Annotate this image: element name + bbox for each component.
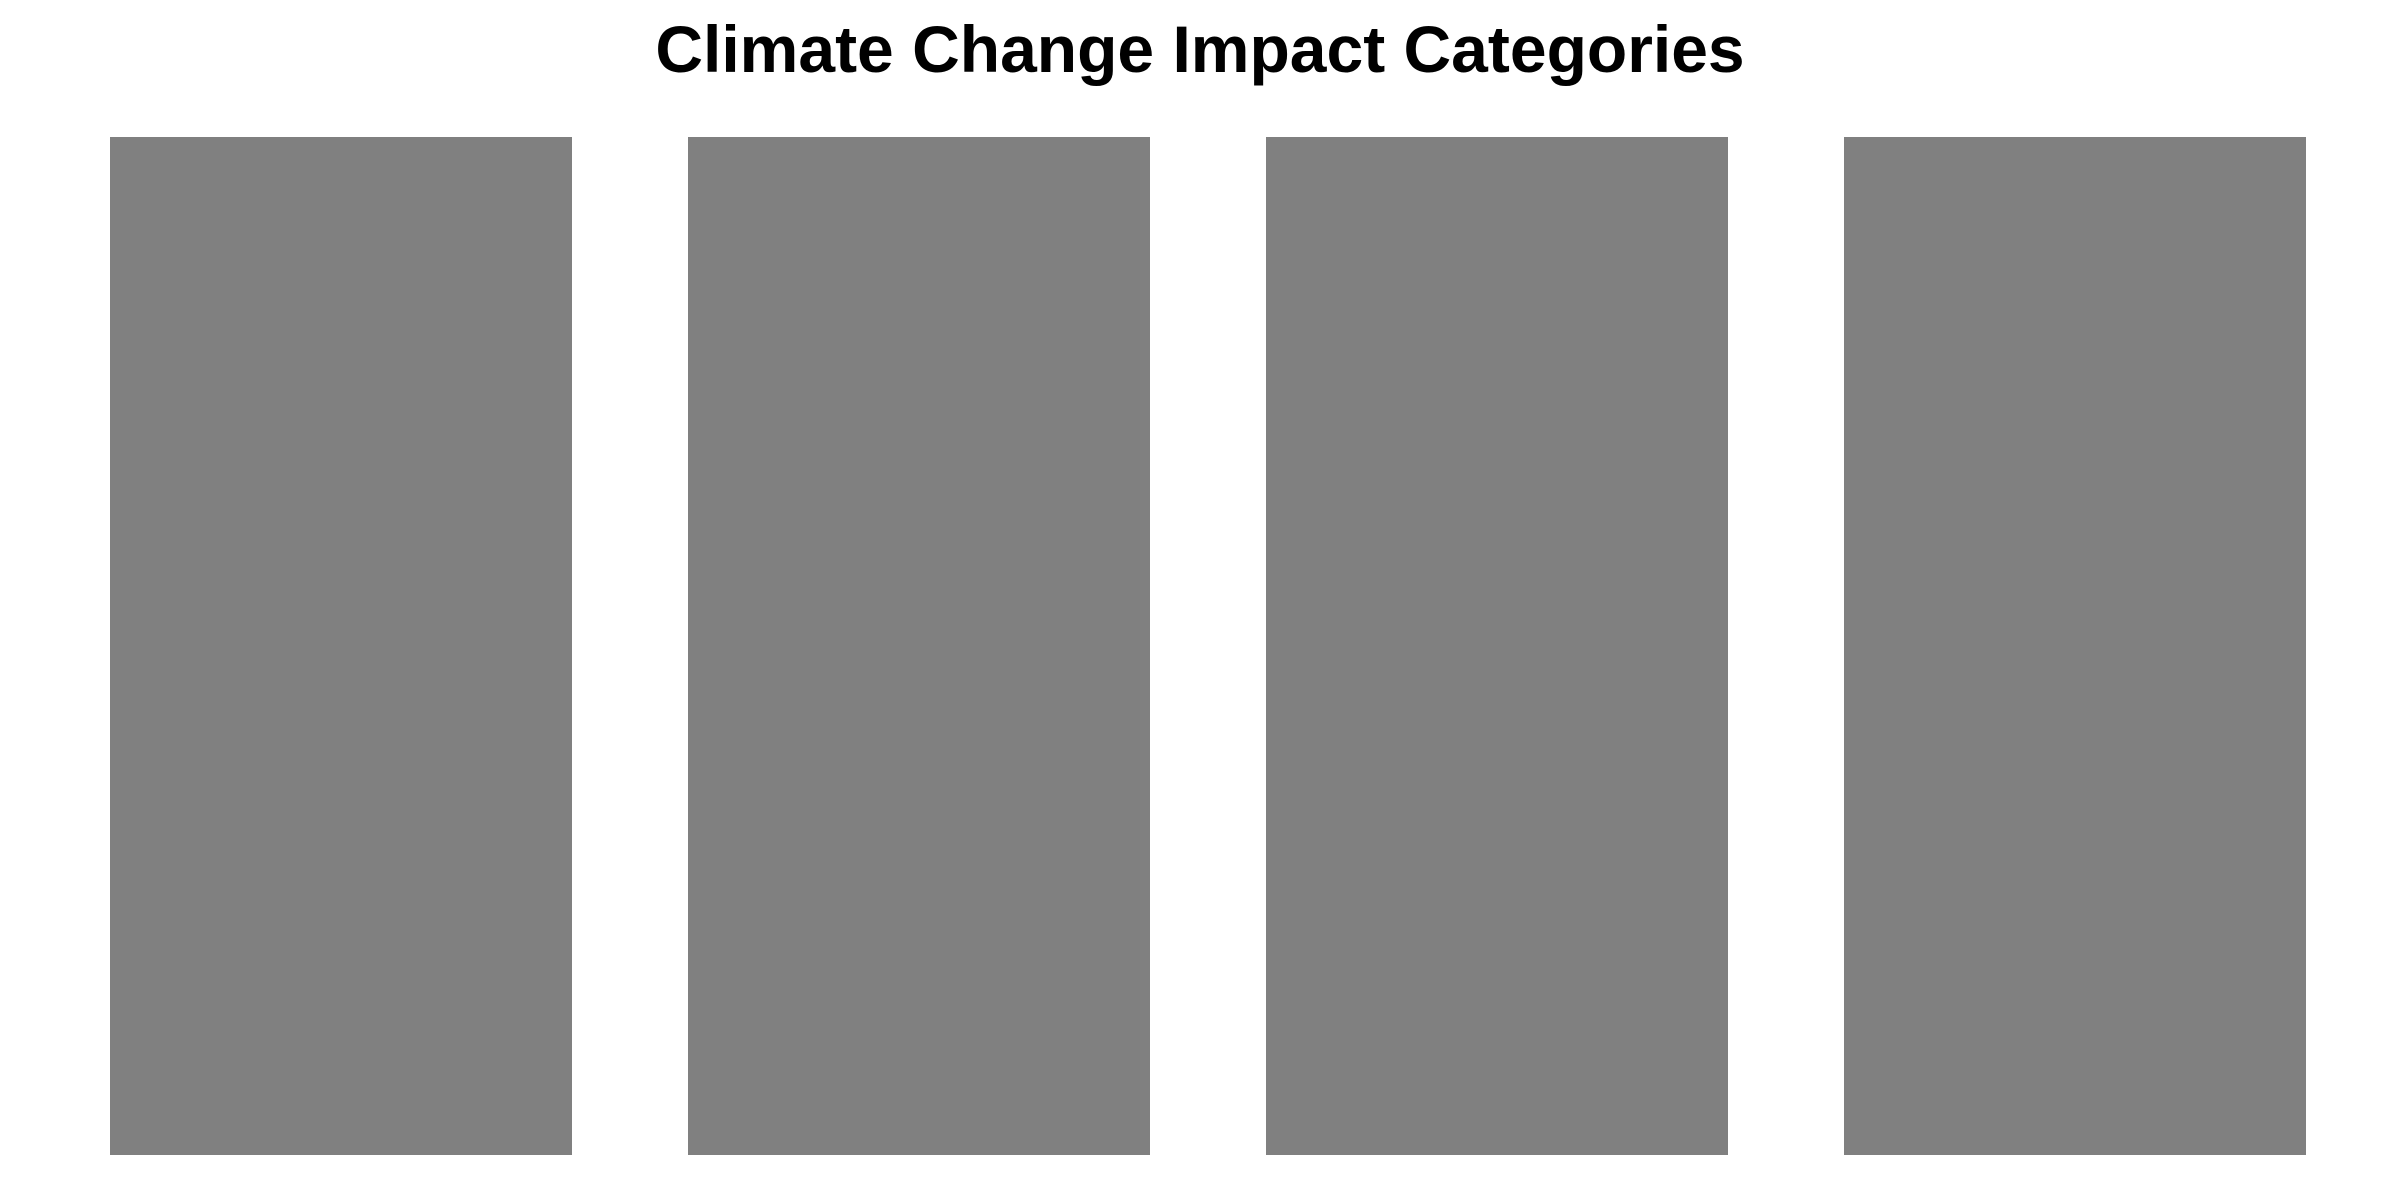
bar-2 [688, 137, 1150, 1155]
chart-title: Climate Change Impact Categories [655, 12, 1745, 86]
bar-4 [1844, 137, 2306, 1155]
bar-1 [110, 137, 572, 1155]
bar-3 [1266, 137, 1728, 1155]
